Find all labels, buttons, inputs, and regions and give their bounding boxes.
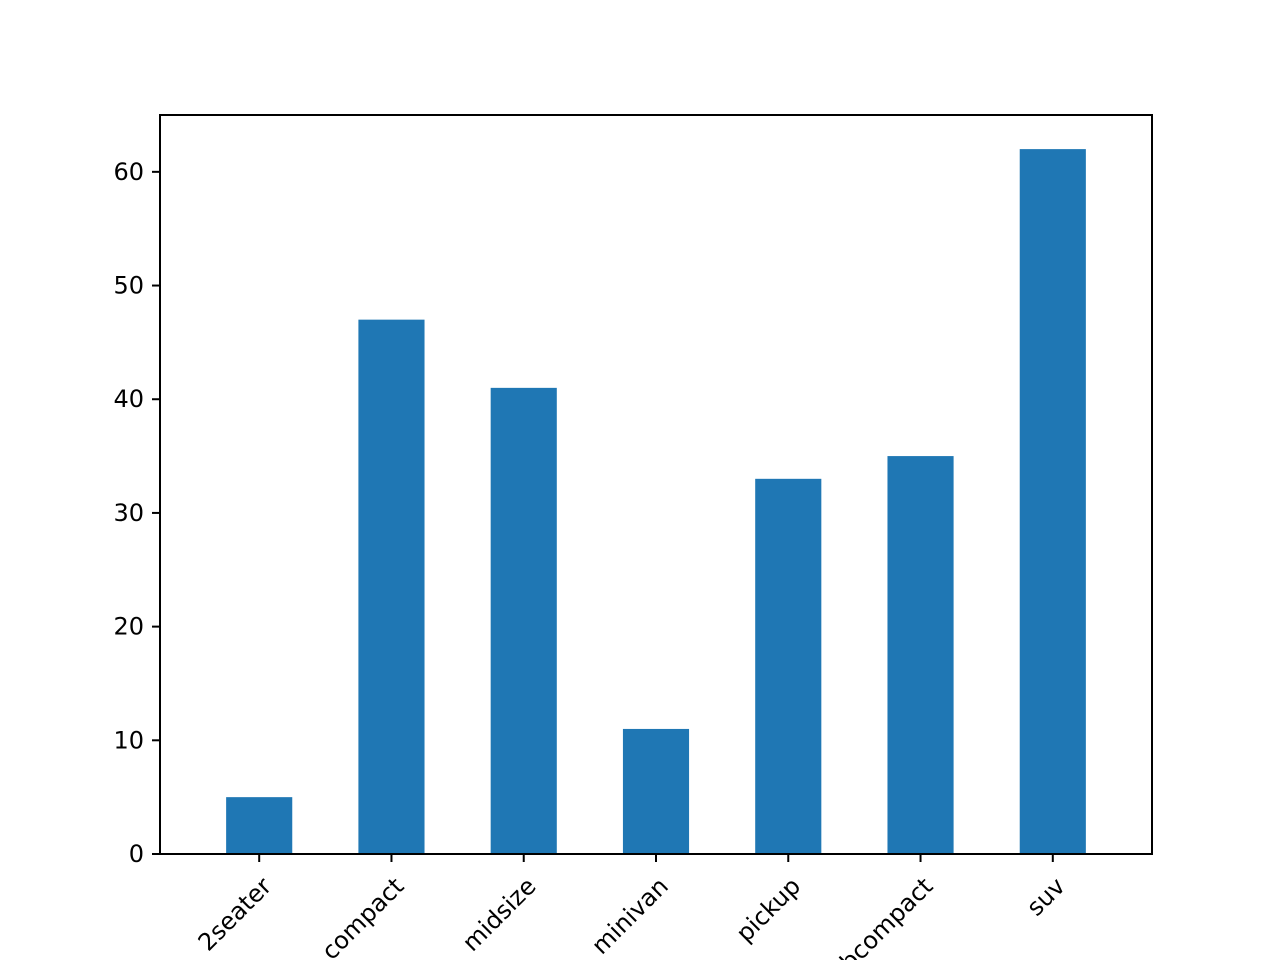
x-axis: 2seater compact midsize minivan pickup subcom… — [193, 854, 1071, 960]
y-tick-label: 60 — [113, 158, 144, 186]
y-tick-label: 0 — [129, 840, 144, 868]
bar-subcompact — [887, 456, 954, 854]
bars-group — [226, 149, 1086, 855]
y-tick-label: 50 — [113, 272, 144, 300]
x-tick-label: minivan — [586, 872, 674, 960]
bar-suv — [1019, 149, 1086, 855]
bar-compact — [358, 319, 425, 854]
y-tick-label: 10 — [113, 726, 144, 754]
x-tick-label: 2seater — [193, 872, 277, 956]
bar-minivan — [622, 728, 690, 854]
bar-midsize — [490, 387, 557, 854]
plot-frame — [159, 114, 1153, 855]
x-tick-label: suv — [1021, 872, 1070, 921]
y-tick-label: 30 — [113, 499, 144, 527]
y-axis: 0 10 20 30 40 50 60 — [113, 158, 160, 868]
x-tick-label: midsize — [457, 872, 542, 957]
y-tick-label: 40 — [113, 385, 144, 413]
x-tick-label: pickup — [731, 872, 806, 947]
x-tick-label: subcompact — [815, 872, 939, 960]
x-tick-label: compact — [316, 872, 409, 960]
y-tick-label: 20 — [113, 613, 144, 641]
bar-pickup — [755, 478, 822, 854]
bar-2seater — [226, 797, 293, 854]
